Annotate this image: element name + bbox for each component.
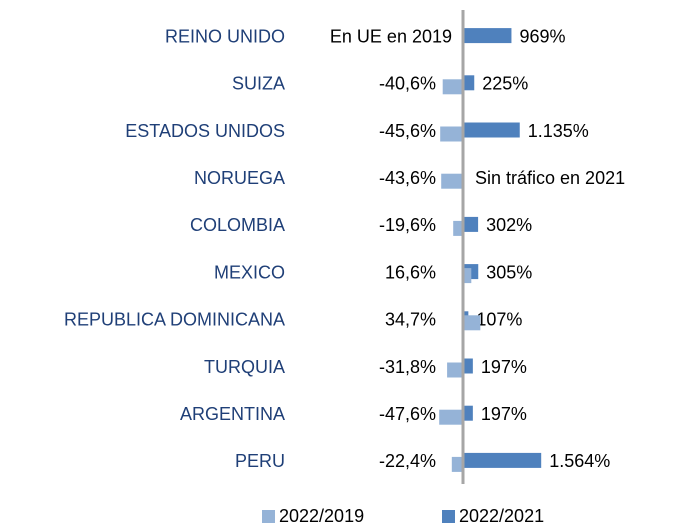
- value-label: -40,6%: [379, 74, 436, 94]
- value-label: 225%: [482, 74, 528, 94]
- value-label: -47,6%: [379, 404, 436, 424]
- bar: [440, 126, 463, 142]
- category-label: PERU: [235, 451, 285, 471]
- value-label: 34,7%: [385, 310, 436, 330]
- bar: [447, 362, 463, 378]
- bar: [463, 315, 481, 331]
- value-label: -45,6%: [379, 121, 436, 141]
- value-label: 1.135%: [528, 121, 589, 141]
- bar: [463, 216, 479, 232]
- category-label: SUIZA: [232, 74, 285, 94]
- bar: [463, 28, 512, 44]
- bar: [463, 268, 472, 284]
- bar: [441, 173, 463, 189]
- bar: [463, 358, 473, 374]
- value-label: 305%: [486, 262, 532, 282]
- bar: [463, 122, 520, 138]
- value-label: 969%: [519, 26, 565, 46]
- bar: [453, 220, 463, 236]
- legend-swatch: [442, 510, 455, 523]
- value-label: 197%: [481, 357, 527, 377]
- category-label: ESTADOS UNIDOS: [125, 121, 285, 141]
- value-label: -22,4%: [379, 451, 436, 471]
- value-label: 107%: [476, 310, 522, 330]
- category-label: COLOMBIA: [190, 215, 285, 235]
- category-label: ARGENTINA: [180, 404, 285, 424]
- value-label: 1.564%: [549, 451, 610, 471]
- category-label: REPUBLICA DOMINICANA: [64, 310, 285, 330]
- bar: [451, 456, 463, 472]
- bar: [463, 452, 542, 468]
- category-label: NORUEGA: [194, 168, 285, 188]
- bar: [463, 75, 475, 91]
- value-label: 197%: [481, 404, 527, 424]
- value-label: En UE en 2019: [330, 26, 452, 46]
- bar: [463, 405, 473, 421]
- legend-label: 2022/2019: [279, 506, 364, 526]
- value-label: Sin tráfico en 2021: [475, 168, 625, 188]
- value-label: 16,6%: [385, 262, 436, 282]
- value-label: -31,8%: [379, 357, 436, 377]
- bar: [439, 409, 463, 425]
- legend-label: 2022/2021: [459, 506, 544, 526]
- legend-swatch: [262, 510, 275, 523]
- value-label: -43,6%: [379, 168, 436, 188]
- value-label: -19,6%: [379, 215, 436, 235]
- category-label: TURQUIA: [204, 357, 285, 377]
- category-label: MEXICO: [214, 262, 285, 282]
- category-label: REINO UNIDO: [165, 26, 285, 46]
- bar: [442, 79, 463, 95]
- value-label: 302%: [486, 215, 532, 235]
